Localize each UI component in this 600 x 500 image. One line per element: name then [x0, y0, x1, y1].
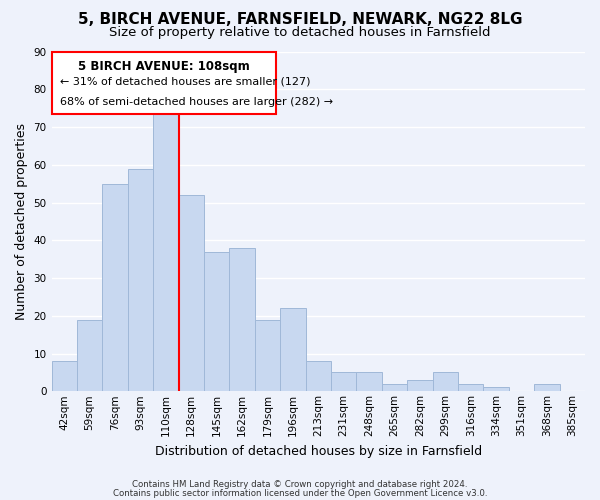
Bar: [255, 320, 280, 392]
Bar: [280, 308, 305, 392]
Bar: [204, 252, 229, 392]
Text: Contains public sector information licensed under the Open Government Licence v3: Contains public sector information licen…: [113, 488, 487, 498]
Bar: [229, 248, 255, 392]
Bar: [356, 372, 382, 392]
Bar: [77, 320, 103, 392]
X-axis label: Distribution of detached houses by size in Farnsfield: Distribution of detached houses by size …: [155, 444, 482, 458]
Text: 5, BIRCH AVENUE, FARNSFIELD, NEWARK, NG22 8LG: 5, BIRCH AVENUE, FARNSFIELD, NEWARK, NG2…: [78, 12, 522, 28]
Text: 68% of semi-detached houses are larger (282) →: 68% of semi-detached houses are larger (…: [59, 98, 332, 108]
Bar: [305, 361, 331, 392]
Bar: [433, 372, 458, 392]
Bar: [103, 184, 128, 392]
Text: Size of property relative to detached houses in Farnsfield: Size of property relative to detached ho…: [109, 26, 491, 39]
Bar: [407, 380, 433, 392]
Y-axis label: Number of detached properties: Number of detached properties: [15, 123, 28, 320]
FancyBboxPatch shape: [52, 52, 275, 114]
Bar: [153, 108, 179, 392]
Bar: [458, 384, 484, 392]
Bar: [179, 195, 204, 392]
Bar: [52, 361, 77, 392]
Text: 5 BIRCH AVENUE: 108sqm: 5 BIRCH AVENUE: 108sqm: [77, 60, 250, 73]
Text: Contains HM Land Registry data © Crown copyright and database right 2024.: Contains HM Land Registry data © Crown c…: [132, 480, 468, 489]
Text: ← 31% of detached houses are smaller (127): ← 31% of detached houses are smaller (12…: [59, 77, 310, 87]
Bar: [534, 384, 560, 392]
Bar: [128, 168, 153, 392]
Bar: [382, 384, 407, 392]
Bar: [484, 388, 509, 392]
Bar: [331, 372, 356, 392]
